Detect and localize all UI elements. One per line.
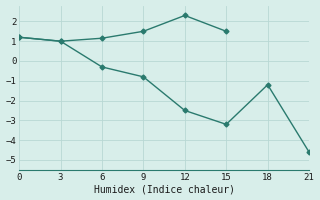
X-axis label: Humidex (Indice chaleur): Humidex (Indice chaleur): [93, 184, 235, 194]
